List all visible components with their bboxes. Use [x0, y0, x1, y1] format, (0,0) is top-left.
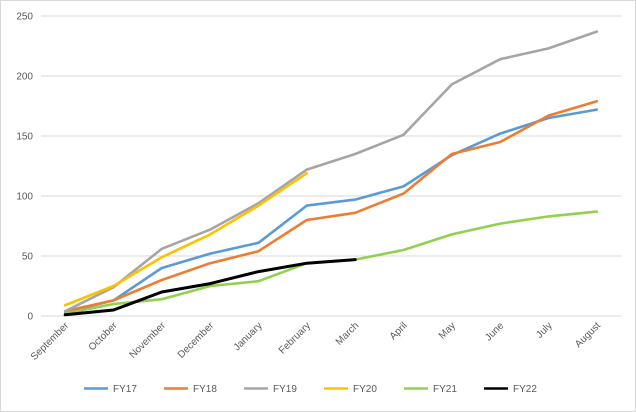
- series-line-fy22: [63, 258, 357, 317]
- series-line-fy17: [63, 108, 599, 314]
- x-tick-label-july: July: [534, 320, 554, 340]
- legend-label-fy22: FY22: [513, 384, 537, 395]
- y-tick-labels: 0 50 100 150 200 250: [16, 12, 33, 323]
- x-tick-label-march: March: [334, 320, 361, 347]
- x-tick-label-june: June: [483, 320, 506, 343]
- x-tick-label-may: May: [437, 320, 458, 341]
- legend-label-fy19: FY19: [273, 384, 297, 395]
- legend-label-fy17: FY17: [113, 384, 137, 395]
- x-tick-label-february: February: [277, 320, 313, 356]
- series-line-fy18: [63, 99, 599, 313]
- legend-item-fy20: FY20: [324, 384, 377, 395]
- legend-item-fy18: FY18: [164, 384, 217, 395]
- legend-item-fy19: FY19: [244, 384, 297, 395]
- series-line-fy19: [63, 30, 599, 313]
- legend-label-fy21: FY21: [433, 384, 457, 395]
- y-tick-label: 200: [16, 72, 33, 83]
- x-tick-label-november: November: [128, 320, 169, 361]
- x-tick-label-october: October: [87, 320, 120, 353]
- series-line-fy20: [63, 171, 309, 307]
- legend-label-fy20: FY20: [353, 384, 377, 395]
- y-tick-label: 0: [27, 312, 33, 323]
- y-tick-label: 50: [22, 252, 34, 263]
- legend-item-fy21: FY21: [404, 384, 457, 395]
- x-tick-label-august: August: [573, 320, 603, 350]
- x-tick-label-december: December: [176, 320, 217, 361]
- y-tick-label: 150: [16, 132, 33, 143]
- legend-item-fy17: FY17: [84, 384, 137, 395]
- legend-label-fy18: FY18: [193, 384, 217, 395]
- legend-item-fy22: FY22: [484, 384, 537, 395]
- y-tick-label: 100: [16, 192, 33, 203]
- series-lines: [63, 30, 599, 317]
- y-tick-label: 250: [16, 12, 33, 23]
- gridlines: [41, 15, 621, 257]
- x-tick-label-september: September: [29, 320, 72, 363]
- legend: FY17 FY18 FY19 FY20 FY21 FY22: [84, 384, 537, 395]
- x-tick-label-january: January: [232, 320, 265, 353]
- x-tick-label-april: April: [388, 320, 410, 342]
- x-tick-labels: September October November December January F…: [29, 320, 603, 363]
